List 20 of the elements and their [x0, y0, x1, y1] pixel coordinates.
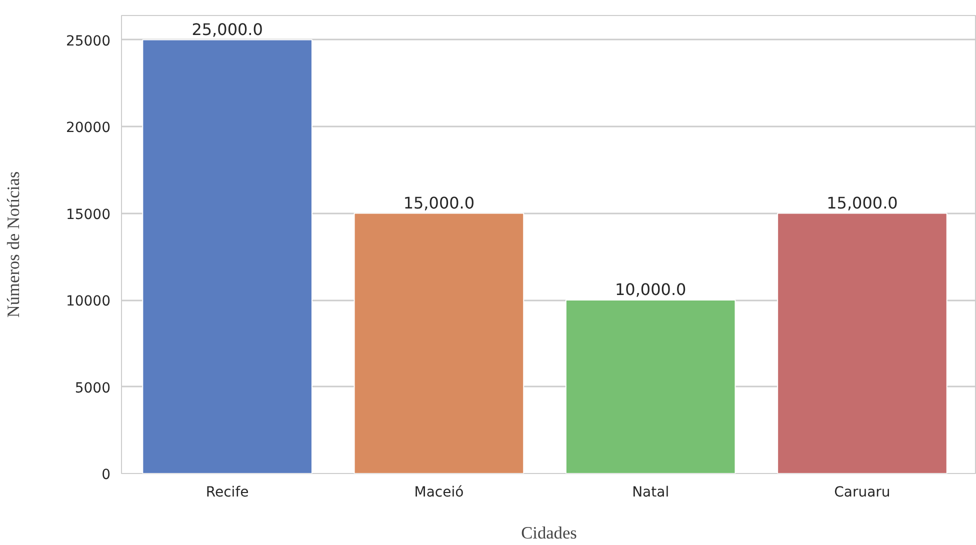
y-tick-label: 10000 [66, 294, 111, 310]
data-label: 10,000.0 [614, 280, 686, 300]
x-tick-label: Recife [206, 484, 249, 500]
data-label: 25,000.0 [192, 20, 263, 39]
y-tick-label: 20000 [66, 120, 111, 136]
x-tick-label: Natal [632, 484, 670, 500]
y-tick-label: 5000 [74, 380, 111, 396]
y-tick-label: 15000 [66, 206, 111, 223]
y-axis-title: Números de Notícias [4, 171, 23, 318]
bar [565, 300, 736, 474]
y-tick-label: 0 [102, 467, 111, 483]
y-tick-label: 25000 [66, 33, 111, 50]
x-tick-label: Caruaru [834, 484, 890, 500]
data-label: 15,000.0 [826, 193, 898, 212]
bar [354, 212, 524, 474]
bar [777, 212, 948, 474]
data-label: 15,000.0 [403, 193, 475, 212]
x-tick-label: Maceió [414, 484, 464, 500]
x-axis-title: Cidades [521, 524, 578, 542]
bar [142, 39, 312, 474]
